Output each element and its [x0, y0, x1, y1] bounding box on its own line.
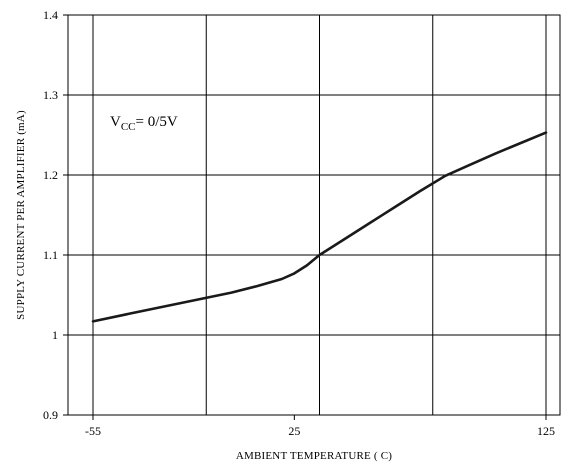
annotation-main: V — [110, 114, 121, 130]
y-tick-label: 1.2 — [43, 168, 58, 182]
x-axis-label: AMBIENT TEMPERATURE ( C) — [236, 450, 392, 462]
y-axis-label: SUPPLY CURRENT PER AMPLIFIER (mA) — [15, 110, 27, 320]
series-line — [91, 131, 548, 323]
annotation-rest: = 0/5V — [136, 114, 178, 130]
y-tick-label: 1.3 — [43, 88, 58, 102]
x-tick-label: 125 — [537, 424, 555, 438]
vcc-annotation: VCC= 0/5V — [110, 114, 178, 133]
series-layer — [91, 131, 548, 323]
y-tick-label: 1 — [52, 328, 58, 342]
grid — [68, 15, 560, 415]
annotation-subscript: CC — [121, 121, 136, 133]
y-tick-label: 1.4 — [43, 8, 58, 22]
x-tick-label: 25 — [288, 424, 300, 438]
y-tick-label: 0.9 — [43, 408, 58, 422]
x-tick-label: -55 — [85, 424, 101, 438]
plot-frame — [67, 14, 561, 416]
x-axis-ticks: -55 25 125 — [85, 415, 555, 438]
y-axis-ticks: 0.9 1 1.1 1.2 1.3 1.4 — [43, 8, 68, 422]
y-tick-label: 1.1 — [43, 248, 58, 262]
